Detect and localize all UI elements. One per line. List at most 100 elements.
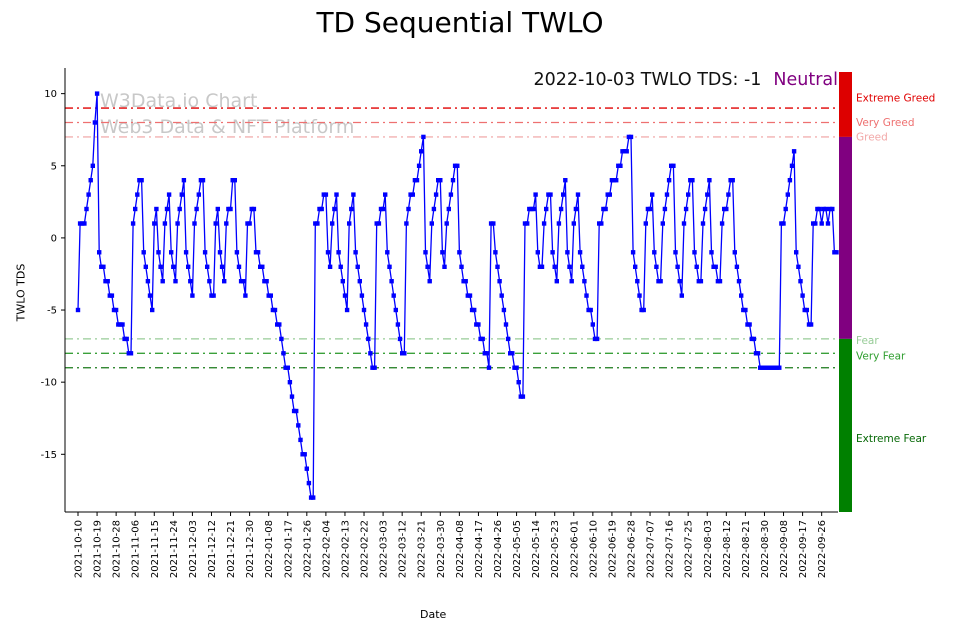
- x-tick-label: 2022-02-04: [321, 520, 332, 578]
- data-point: [525, 221, 530, 226]
- data-point: [340, 279, 345, 284]
- x-tick-label: 2022-06-10: [588, 520, 599, 578]
- data-point: [588, 307, 593, 313]
- data-point: [141, 250, 146, 255]
- data-point: [700, 221, 706, 226]
- data-point: [113, 307, 119, 313]
- annotation-mood: Neutral: [773, 70, 838, 90]
- data-point: [186, 264, 191, 269]
- data-point: [177, 206, 182, 212]
- data-point: [294, 408, 299, 414]
- data-point: [673, 250, 678, 255]
- zone-label-fear: Fear: [856, 335, 879, 347]
- x-tick-label: 2022-02-22: [360, 520, 371, 578]
- sentiment-bar-fear: [839, 338, 852, 512]
- x-tick-label: 2022-01-17: [283, 520, 294, 578]
- data-point: [647, 206, 653, 212]
- data-point: [550, 250, 555, 255]
- data-point: [565, 250, 570, 255]
- data-point: [251, 206, 257, 212]
- x-tick-label: 2021-10-19: [93, 520, 104, 578]
- data-point: [732, 250, 737, 255]
- data-point: [207, 279, 212, 284]
- data-point: [486, 365, 492, 370]
- data-point: [166, 192, 172, 197]
- data-point: [563, 178, 568, 183]
- data-point: [336, 250, 341, 255]
- y-tick-label: 10: [44, 89, 57, 100]
- data-point: [264, 279, 269, 284]
- data-point: [450, 178, 456, 183]
- data-point: [306, 480, 312, 486]
- data-point: [241, 279, 246, 284]
- data-point: [311, 495, 316, 500]
- data-point: [429, 221, 434, 226]
- data-point: [406, 206, 411, 212]
- data-point: [315, 221, 320, 226]
- data-point: [552, 264, 557, 269]
- data-point: [236, 264, 242, 269]
- data-point: [217, 250, 223, 255]
- data-point: [472, 307, 477, 313]
- data-point: [101, 264, 106, 269]
- x-tick-label: 2022-04-26: [493, 520, 504, 578]
- data-point: [448, 192, 454, 197]
- data-point: [387, 264, 392, 269]
- data-point: [289, 394, 295, 399]
- data-point: [599, 221, 604, 226]
- data-point: [510, 351, 515, 356]
- data-point: [777, 365, 782, 370]
- watermark-line2: Web3 Data & NFT Platform: [100, 116, 355, 138]
- data-point: [787, 178, 793, 183]
- data-point: [582, 279, 587, 284]
- data-point: [327, 264, 333, 269]
- data-point: [82, 221, 87, 226]
- data-point: [181, 178, 187, 183]
- data-point: [188, 279, 193, 284]
- data-point: [84, 206, 89, 212]
- data-point: [202, 250, 208, 255]
- data-point: [516, 380, 521, 385]
- data-point: [573, 206, 579, 212]
- data-point: [179, 192, 184, 197]
- data-point: [171, 264, 176, 269]
- y-tick-label: -5: [47, 306, 57, 317]
- data-point: [355, 264, 360, 269]
- x-tick-label: 2022-03-21: [417, 520, 428, 578]
- data-point: [556, 221, 562, 226]
- data-point: [156, 250, 161, 255]
- data-point: [277, 322, 282, 327]
- data-point: [219, 264, 225, 269]
- data-point: [709, 250, 714, 255]
- x-tick-label: 2022-04-08: [455, 520, 466, 578]
- data-point: [584, 293, 589, 298]
- data-point: [211, 293, 216, 298]
- x-tick-label: 2022-09-26: [817, 520, 828, 578]
- data-point: [567, 264, 572, 269]
- data-point: [357, 279, 362, 284]
- data-point: [154, 206, 159, 212]
- data-point: [459, 264, 464, 269]
- x-tick-label: 2021-12-12: [207, 520, 218, 578]
- watermark: W3Data.io Chart Web3 Data & NFT Platform: [100, 88, 354, 140]
- data-point: [363, 322, 369, 327]
- data-point: [800, 293, 805, 298]
- data-point: [614, 178, 619, 183]
- data-point: [408, 192, 413, 197]
- data-point: [194, 206, 199, 212]
- data-point: [719, 221, 725, 226]
- data-point: [421, 134, 426, 140]
- data-point: [734, 264, 740, 269]
- x-tick-label: 2022-09-08: [779, 520, 790, 578]
- data-point: [130, 221, 136, 226]
- zone-label-extreme-fear: Extreme Fear: [856, 433, 927, 445]
- data-point: [383, 192, 388, 197]
- zone-label-extreme-greed: Extreme Greed: [856, 92, 935, 104]
- x-tick-label: 2022-03-12: [398, 520, 409, 578]
- data-point: [717, 279, 723, 284]
- data-point: [192, 221, 197, 226]
- data-point: [325, 250, 331, 255]
- data-point: [590, 322, 595, 327]
- data-point: [145, 279, 151, 284]
- data-point: [650, 192, 655, 197]
